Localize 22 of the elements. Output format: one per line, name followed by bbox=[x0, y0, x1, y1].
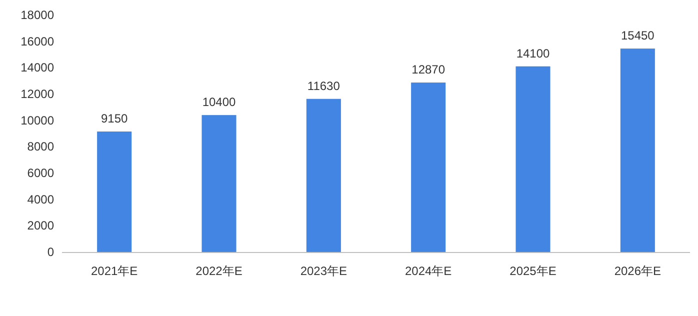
y-tick-label: 14000 bbox=[20, 60, 54, 75]
x-tick-label: 2024年E bbox=[404, 264, 452, 278]
y-tick-label: 18000 bbox=[20, 8, 54, 22]
y-tick-label: 10000 bbox=[20, 113, 54, 128]
y-tick-label: 8000 bbox=[27, 140, 54, 154]
y-tick-label: 12000 bbox=[20, 87, 54, 101]
data-label: 11630 bbox=[307, 78, 340, 93]
y-tick-label: 2000 bbox=[27, 218, 54, 233]
y-tick-label: 16000 bbox=[20, 34, 54, 48]
x-tick-label: 2025年E bbox=[510, 264, 556, 278]
y-tick-label: 6000 bbox=[27, 166, 54, 180]
data-label: 10400 bbox=[202, 95, 236, 110]
data-label: 15450 bbox=[620, 28, 655, 43]
x-tick-label: 2021年E bbox=[90, 264, 138, 278]
y-tick-label: 0 bbox=[47, 245, 54, 259]
x-tick-label: 2026年E bbox=[614, 264, 662, 278]
data-label: 14100 bbox=[516, 46, 550, 60]
y-tick-label: 4000 bbox=[27, 192, 54, 206]
x-tick-label: 2023年E bbox=[300, 264, 348, 278]
data-label: 12870 bbox=[412, 62, 446, 77]
x-tick-label: 2022年E bbox=[196, 264, 242, 278]
data-label: 9150 bbox=[100, 112, 128, 126]
